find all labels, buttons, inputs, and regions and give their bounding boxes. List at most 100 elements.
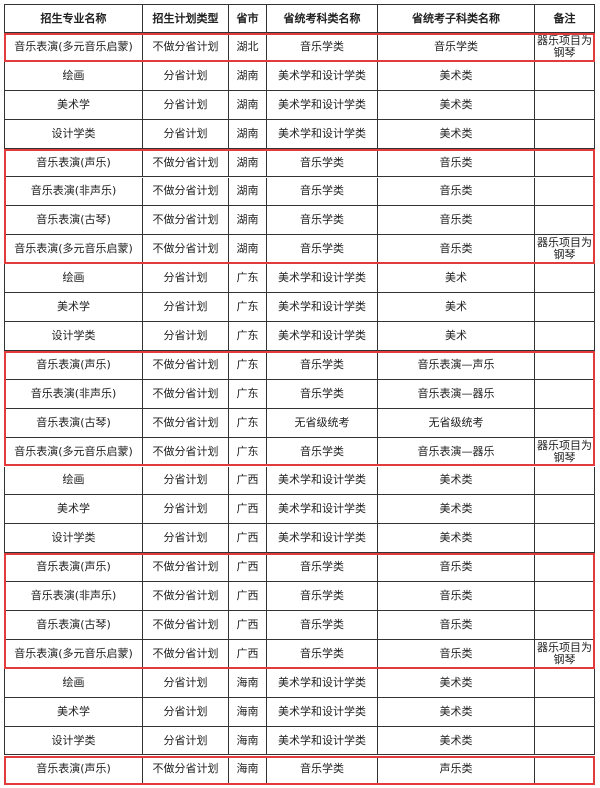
table-cell bbox=[535, 61, 595, 91]
table-cell: 音乐学类 bbox=[267, 148, 378, 178]
table-cell: 湖南 bbox=[229, 119, 267, 149]
table-cell: 美术学和设计学类 bbox=[267, 61, 378, 91]
table-cell: 美术类 bbox=[378, 119, 535, 149]
table-cell: 音乐表演—器乐 bbox=[378, 379, 535, 409]
table-cell: 广西 bbox=[229, 611, 267, 640]
table-cell: 绘画 bbox=[4, 466, 143, 496]
table-cell: 广东 bbox=[229, 350, 267, 380]
table-cell: 广西 bbox=[229, 582, 267, 611]
table-cell: 海南 bbox=[229, 697, 267, 727]
table-cell bbox=[535, 726, 595, 756]
table-cell bbox=[535, 668, 595, 698]
table-cell: 美术类 bbox=[378, 697, 535, 727]
table-cell: 美术学和设计学类 bbox=[267, 668, 378, 698]
table-cell: 美术类 bbox=[378, 726, 535, 756]
table-cell: 美术学和设计学类 bbox=[267, 293, 378, 322]
table-cell: 无省级统考 bbox=[267, 408, 378, 438]
table-cell: 不做分省计划 bbox=[143, 148, 229, 178]
table-cell: 分省计划 bbox=[143, 697, 229, 727]
table-cell: 广西 bbox=[229, 524, 267, 554]
table-cell: 分省计划 bbox=[143, 495, 229, 525]
table-cell: 分省计划 bbox=[143, 264, 229, 294]
table-cell bbox=[535, 322, 595, 351]
table-cell: 音乐类 bbox=[378, 206, 535, 236]
table-cell: 海南 bbox=[229, 726, 267, 756]
table-cell: 广东 bbox=[229, 264, 267, 294]
table-cell: 广西 bbox=[229, 495, 267, 525]
table-cell: 音乐类 bbox=[378, 177, 535, 207]
header-cell: 省市 bbox=[229, 4, 267, 33]
table-cell bbox=[535, 466, 595, 496]
table-cell: 美术类 bbox=[378, 524, 535, 554]
table-cell: 音乐学类 bbox=[267, 177, 378, 207]
table-cell: 美术学 bbox=[4, 697, 143, 727]
table-cell: 音乐学类 bbox=[267, 379, 378, 409]
table-cell: 美术学和设计学类 bbox=[267, 524, 378, 554]
header-cell: 省统考子科类名称 bbox=[378, 4, 535, 33]
table-cell: 设计学类 bbox=[4, 119, 143, 149]
table-cell bbox=[535, 119, 595, 149]
highlight-box bbox=[4, 350, 595, 467]
table-cell: 美术学和设计学类 bbox=[267, 90, 378, 120]
table-cell: 广东 bbox=[229, 293, 267, 322]
highlight-box bbox=[4, 33, 595, 62]
table-cell: 美术 bbox=[378, 322, 535, 351]
table-cell: 不做分省计划 bbox=[143, 350, 229, 380]
table-cell: 分省计划 bbox=[143, 90, 229, 120]
table-cell: 分省计划 bbox=[143, 466, 229, 496]
table-cell: 音乐类 bbox=[378, 611, 535, 640]
table-cell: 广东 bbox=[229, 379, 267, 409]
table-cell: 美术类 bbox=[378, 61, 535, 91]
table-cell: 美术学 bbox=[4, 90, 143, 120]
table-cell: 设计学类 bbox=[4, 322, 143, 351]
table-cell: 美术学和设计学类 bbox=[267, 119, 378, 149]
table-cell: 分省计划 bbox=[143, 668, 229, 698]
table-cell: 湖南 bbox=[229, 177, 267, 207]
table-cell: 无省级统考 bbox=[378, 408, 535, 438]
table-cell: 不做分省计划 bbox=[143, 177, 229, 207]
table-cell bbox=[535, 697, 595, 727]
table-cell: 设计学类 bbox=[4, 524, 143, 554]
table-cell: 分省计划 bbox=[143, 293, 229, 322]
table-cell: 分省计划 bbox=[143, 322, 229, 351]
table-cell: 音乐学类 bbox=[267, 206, 378, 236]
table-cell: 美术学和设计学类 bbox=[267, 322, 378, 351]
table-cell: 美术学和设计学类 bbox=[267, 726, 378, 756]
table-cell: 设计学类 bbox=[4, 726, 143, 756]
table-cell bbox=[535, 524, 595, 554]
table-cell: 美术学和设计学类 bbox=[267, 264, 378, 294]
table-cell: 湖南 bbox=[229, 90, 267, 120]
table-cell bbox=[535, 264, 595, 294]
header-cell: 备注 bbox=[535, 4, 595, 33]
table-cell: 不做分省计划 bbox=[143, 611, 229, 640]
table-cell: 美术学 bbox=[4, 495, 143, 525]
table-cell: 美术 bbox=[378, 264, 535, 294]
table-cell: 美术类 bbox=[378, 90, 535, 120]
table-cell: 海南 bbox=[229, 668, 267, 698]
table-cell: 湖南 bbox=[229, 148, 267, 178]
header-cell: 招生计划类型 bbox=[143, 4, 229, 33]
table-cell: 分省计划 bbox=[143, 119, 229, 149]
table-cell: 广东 bbox=[229, 408, 267, 438]
table-cell: 广西 bbox=[229, 553, 267, 583]
table-cell: 广西 bbox=[229, 466, 267, 496]
table-cell: 美术类 bbox=[378, 668, 535, 698]
table-cell bbox=[535, 293, 595, 322]
header-cell: 招生专业名称 bbox=[4, 4, 143, 33]
table-cell: 美术类 bbox=[378, 495, 535, 525]
table-cell: 不做分省计划 bbox=[143, 379, 229, 409]
table-cell: 美术类 bbox=[378, 466, 535, 496]
header-cell: 省统考科类名称 bbox=[267, 4, 378, 33]
table-cell: 分省计划 bbox=[143, 61, 229, 91]
table-cell: 美术学和设计学类 bbox=[267, 697, 378, 727]
table-cell: 不做分省计划 bbox=[143, 582, 229, 611]
table-cell: 不做分省计划 bbox=[143, 408, 229, 438]
table-cell: 音乐学类 bbox=[267, 611, 378, 640]
table-cell: 音乐学类 bbox=[267, 350, 378, 380]
table-cell bbox=[535, 495, 595, 525]
table-cell: 音乐类 bbox=[378, 582, 535, 611]
table-cell: 美术学 bbox=[4, 293, 143, 322]
table-cell: 绘画 bbox=[4, 264, 143, 294]
highlight-box bbox=[4, 553, 595, 669]
